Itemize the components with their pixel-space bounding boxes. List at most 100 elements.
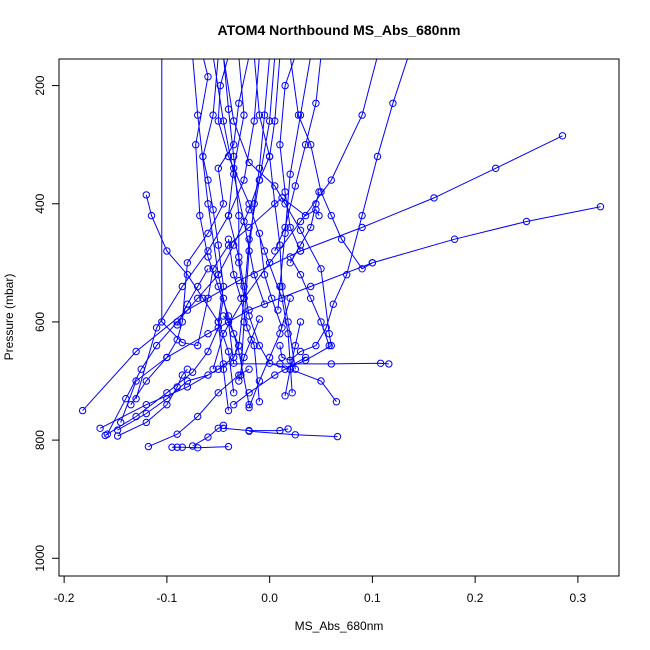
data-point xyxy=(274,306,282,314)
series-line xyxy=(258,233,283,328)
data-point xyxy=(209,206,217,214)
data-point xyxy=(173,321,181,329)
data-point xyxy=(247,336,255,344)
data-series xyxy=(127,59,249,409)
data-point xyxy=(327,341,335,350)
data-series xyxy=(113,371,212,434)
data-point xyxy=(245,427,253,435)
series-line xyxy=(249,430,338,438)
data-point xyxy=(271,182,279,190)
data-point xyxy=(296,347,305,356)
x-tick-label: 0.3 xyxy=(570,591,587,605)
data-point xyxy=(194,294,202,302)
series-line xyxy=(192,59,235,364)
data-point xyxy=(243,324,251,332)
data-point xyxy=(281,81,289,90)
data-point xyxy=(296,226,305,235)
data-point xyxy=(255,341,264,350)
data-point xyxy=(235,377,243,385)
data-point xyxy=(204,347,212,356)
data-point xyxy=(224,211,233,220)
data-point xyxy=(492,164,500,173)
data-series xyxy=(245,427,342,441)
data-series xyxy=(237,59,270,379)
data-point xyxy=(317,188,325,196)
series-line xyxy=(202,59,229,411)
data-point xyxy=(214,365,223,373)
series-line xyxy=(289,191,320,264)
data-point xyxy=(230,401,238,409)
data-series xyxy=(286,253,333,350)
series-line xyxy=(130,59,249,405)
data-point xyxy=(192,141,200,149)
data-point xyxy=(307,282,315,291)
data-point xyxy=(194,111,202,119)
x-tick-label: 0.2 xyxy=(467,591,484,605)
data-point xyxy=(219,200,228,208)
data-point xyxy=(199,294,207,302)
data-point xyxy=(178,371,187,379)
data-point xyxy=(327,360,335,368)
data-point xyxy=(265,152,274,161)
data-point xyxy=(312,341,320,350)
data-point xyxy=(183,259,192,267)
data-point xyxy=(132,395,140,403)
data-point xyxy=(315,188,323,196)
data-point xyxy=(214,164,223,173)
data-series xyxy=(276,59,408,364)
data-point xyxy=(284,318,292,326)
data-point xyxy=(235,99,243,108)
data-point xyxy=(294,111,303,119)
data-point xyxy=(245,223,253,232)
data-point xyxy=(230,164,238,173)
data-point xyxy=(224,347,233,356)
series-line xyxy=(274,59,322,252)
data-point xyxy=(204,73,212,81)
data-point xyxy=(255,229,264,238)
y-tick-label: 400 xyxy=(33,193,47,213)
data-point xyxy=(317,318,325,326)
data-series xyxy=(235,59,276,350)
series-line xyxy=(145,194,235,393)
data-point xyxy=(284,330,292,338)
data-point xyxy=(596,203,605,211)
data-series xyxy=(219,424,292,435)
x-axis-label: MS_Abs_680nm xyxy=(295,619,384,633)
series-line xyxy=(212,59,378,370)
data-point xyxy=(113,432,122,440)
data-point xyxy=(307,294,315,302)
data-point xyxy=(163,247,171,255)
data-point xyxy=(245,401,253,409)
data-point xyxy=(255,164,264,173)
data-point xyxy=(276,282,284,291)
data-point xyxy=(245,403,253,412)
series-line xyxy=(279,59,408,361)
data-point xyxy=(230,359,238,367)
data-point xyxy=(219,330,228,338)
data-point xyxy=(240,176,248,184)
x-tick-label: 0.0 xyxy=(261,591,278,605)
data-point xyxy=(271,117,279,125)
data-point xyxy=(312,206,320,214)
data-point xyxy=(312,99,320,108)
series-line xyxy=(248,298,291,408)
data-series xyxy=(168,442,233,452)
data-point xyxy=(204,294,212,302)
data-point xyxy=(240,318,248,326)
series-line xyxy=(253,59,296,370)
data-point xyxy=(286,294,294,302)
data-point xyxy=(235,341,243,350)
series-line xyxy=(240,59,270,376)
data-point xyxy=(113,426,122,434)
data-point xyxy=(240,353,248,362)
data-point xyxy=(276,141,284,149)
data-point xyxy=(132,347,140,356)
data-point xyxy=(204,200,212,208)
series-line xyxy=(106,59,281,435)
data-point xyxy=(296,217,305,226)
data-point xyxy=(327,211,335,220)
data-point xyxy=(183,300,192,308)
series-line xyxy=(192,424,224,447)
data-series xyxy=(245,294,294,412)
